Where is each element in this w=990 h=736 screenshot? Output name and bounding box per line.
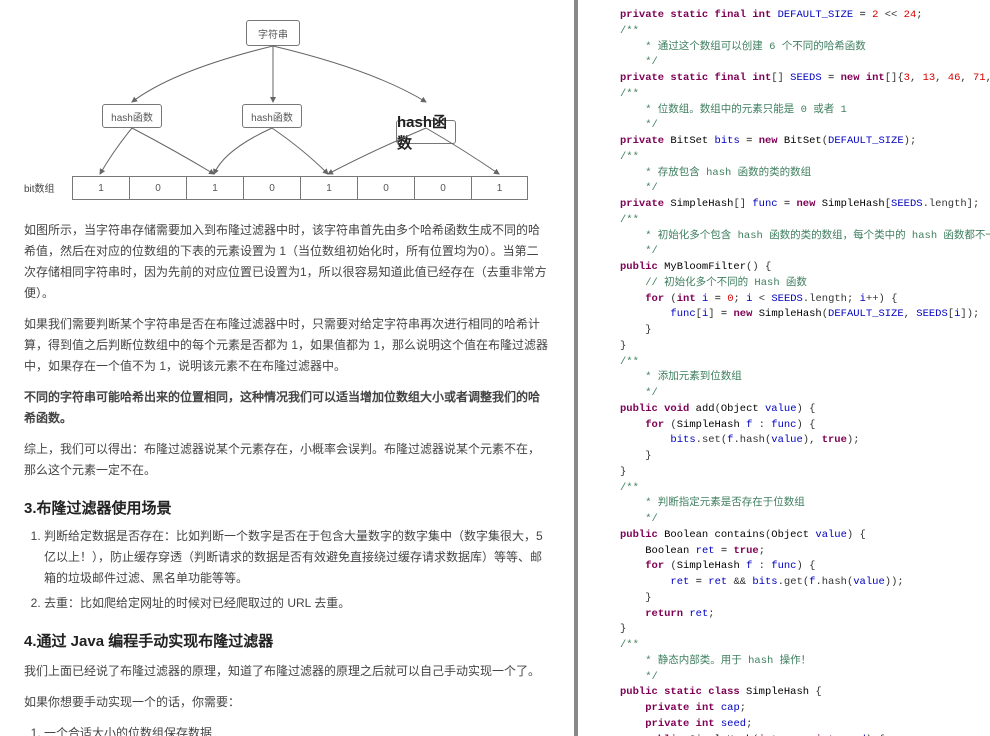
paragraph: 我们上面已经说了布隆过滤器的原理，知道了布隆过滤器的原理之后就可以自己手动实现一… bbox=[24, 661, 550, 682]
list-item: 判断给定数据是否存在：比如判断一个数字是否在于包含大量数字的数字集中（数字集很大… bbox=[44, 526, 550, 589]
bit-cell: 1 bbox=[300, 176, 357, 200]
paragraph: 综上，我们可以得出：布隆过滤器说某个元素存在，小概率会误判。布隆过滤器说某个元素… bbox=[24, 439, 550, 481]
bloom-diagram: 字符串 hash函数 hash函数 hash函数 bit数组 1 0 1 bbox=[24, 20, 550, 210]
bit-row: 1 0 1 0 1 0 0 1 bbox=[72, 176, 528, 200]
bit-cell: 0 bbox=[414, 176, 471, 200]
list-item: 去重：比如爬给定网址的时候对已经爬取过的 URL 去重。 bbox=[44, 593, 550, 614]
paragraph-bold: 不同的字符串可能哈希出来的位置相同，这种情况我们可以适当增加位数组大小或者调整我… bbox=[24, 387, 550, 429]
bit-cell: 1 bbox=[186, 176, 243, 200]
code-block-right: private static final int DEFAULT_SIZE = … bbox=[620, 8, 990, 736]
diagram-hash-box-1: hash函数 bbox=[102, 104, 162, 128]
bit-cell: 0 bbox=[357, 176, 414, 200]
paragraph: 如果我们需要判断某个字符串是否在布隆过滤器中时，只需要对给定字符串再次进行相同的… bbox=[24, 314, 550, 377]
heading-use-cases: 3.布隆过滤器使用场景 bbox=[24, 497, 550, 518]
bit-array-label: bit数组 bbox=[24, 180, 55, 195]
use-case-list: 判断给定数据是否存在：比如判断一个数字是否在于包含大量数字的数字集中（数字集很大… bbox=[44, 526, 550, 614]
requirements-list: 一个合适大小的位数组保存数据 几个不同的哈希函数 添加元素到位数组（布隆过滤器）… bbox=[44, 723, 550, 736]
diagram-string-box: 字符串 bbox=[246, 20, 300, 46]
list-item: 一个合适大小的位数组保存数据 bbox=[44, 723, 550, 736]
bit-cell: 1 bbox=[72, 176, 129, 200]
paragraph: 如图所示，当字符串存储需要加入到布隆过滤器中时，该字符串首先由多个哈希函数生成不… bbox=[24, 220, 550, 304]
bit-cell: 0 bbox=[129, 176, 186, 200]
bit-cell: 1 bbox=[471, 176, 528, 200]
diagram-hash-box-2: hash函数 bbox=[242, 104, 302, 128]
diagram-hash-box-3: hash函数 bbox=[396, 120, 456, 144]
bit-cell: 0 bbox=[243, 176, 300, 200]
right-pane: private static final int DEFAULT_SIZE = … bbox=[578, 0, 990, 736]
left-pane: 字符串 hash函数 hash函数 hash函数 bit数组 1 0 1 bbox=[0, 0, 574, 736]
paragraph: 如果你想要手动实现一个的话，你需要： bbox=[24, 692, 550, 713]
heading-java-impl: 4.通过 Java 编程手动实现布隆过滤器 bbox=[24, 630, 550, 651]
